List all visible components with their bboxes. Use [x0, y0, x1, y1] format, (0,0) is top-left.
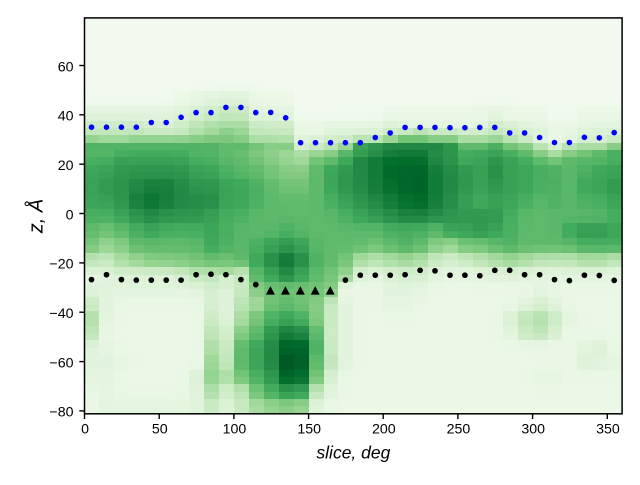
svg-text:0: 0	[66, 207, 74, 223]
svg-text:−40: −40	[49, 306, 73, 322]
svg-text:0: 0	[81, 422, 89, 438]
svg-text:−80: −80	[49, 405, 73, 421]
svg-text:−60: −60	[49, 355, 73, 371]
svg-text:150: 150	[297, 422, 321, 438]
svg-text:300: 300	[521, 422, 545, 438]
svg-text:60: 60	[58, 59, 74, 75]
svg-text:50: 50	[152, 422, 168, 438]
svg-text:250: 250	[447, 422, 471, 438]
svg-text:100: 100	[223, 422, 247, 438]
svg-text:z, Å: z, Å	[25, 199, 48, 234]
svg-text:350: 350	[596, 422, 620, 438]
svg-text:slice, deg: slice, deg	[316, 443, 390, 463]
svg-text:20: 20	[58, 158, 74, 174]
svg-text:200: 200	[372, 422, 396, 438]
svg-text:−20: −20	[49, 257, 73, 273]
svg-text:40: 40	[58, 109, 74, 125]
